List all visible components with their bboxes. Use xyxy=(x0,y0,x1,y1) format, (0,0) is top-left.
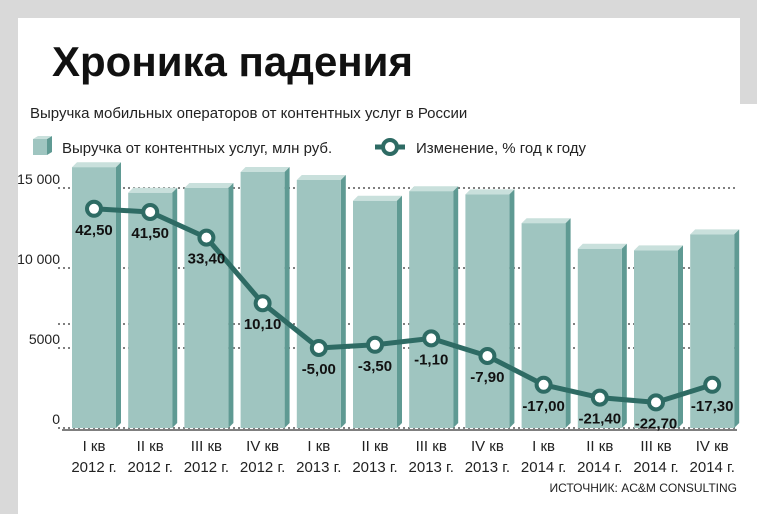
legend-bar-label: Выручка от контентных услуг, млн руб. xyxy=(62,140,332,157)
x-tick-label-quarter: IV кв xyxy=(696,438,729,455)
change-data-label: -22,70 xyxy=(635,415,678,432)
legend-bar-swatch xyxy=(33,136,52,155)
bar-side xyxy=(340,175,346,428)
bar xyxy=(128,192,173,428)
bar-top xyxy=(634,245,683,251)
x-tick-label-year: 2012 г. xyxy=(71,459,116,476)
chart-subtitle: Выручка мобильных операторов от контентн… xyxy=(30,105,467,122)
title-bg xyxy=(18,18,740,98)
bar xyxy=(690,234,735,428)
x-tick-label-quarter: I кв xyxy=(307,438,330,455)
x-tick-label-quarter: I кв xyxy=(532,438,555,455)
change-data-label: -17,00 xyxy=(522,398,565,415)
y-tick-label: 15 000 xyxy=(17,171,60,187)
x-tick-label-year: 2014 г. xyxy=(577,459,622,476)
x-tick-label-quarter: I кв xyxy=(83,438,106,455)
legend-line-swatch xyxy=(375,138,405,156)
bar xyxy=(184,188,229,428)
bar xyxy=(465,194,510,428)
legend-line-label: Изменение, % год к году xyxy=(416,140,586,157)
change-point xyxy=(534,375,553,394)
change-data-label: -5,00 xyxy=(302,361,336,378)
x-tick-label-year: 2014 г. xyxy=(521,459,566,476)
change-point xyxy=(141,203,160,221)
x-tick-label-quarter: IV кв xyxy=(246,438,279,455)
x-tick-label-quarter: III кв xyxy=(416,438,447,455)
change-data-label: -3,50 xyxy=(358,358,392,375)
y-tick-label: 0 xyxy=(52,411,60,427)
change-point xyxy=(85,199,103,218)
y-tick-label: 10 000 xyxy=(17,251,60,267)
bar-side xyxy=(284,167,290,428)
bar-top xyxy=(521,218,571,224)
bar-side xyxy=(228,183,234,428)
change-point xyxy=(253,294,272,313)
change-data-label: -21,40 xyxy=(579,411,622,428)
change-point xyxy=(703,375,722,394)
change-point xyxy=(197,228,216,247)
bar-top xyxy=(353,195,402,201)
source-note: ИСТОЧНИК: AC&M CONSULTING xyxy=(550,481,738,495)
x-tick-label-year: 2012 г. xyxy=(240,459,285,476)
bar-top xyxy=(240,167,290,172)
legend: Выручка от контентных услуг, млн руб. Из… xyxy=(33,136,586,157)
x-tick-label-year: 2014 г. xyxy=(690,459,735,476)
change-data-label: 33,40 xyxy=(188,251,226,268)
x-tick-label-year: 2012 г. xyxy=(128,459,173,476)
bar-top xyxy=(296,175,346,180)
change-data-label: -7,90 xyxy=(470,369,504,386)
bar-top xyxy=(409,186,459,192)
y-tick-label: 5000 xyxy=(29,331,60,347)
x-tick-label-quarter: II кв xyxy=(586,438,613,455)
x-tick-label-quarter: II кв xyxy=(137,438,164,455)
change-data-label: 10,10 xyxy=(244,316,282,333)
chart-title: Хроника падения xyxy=(52,38,413,85)
bar-side xyxy=(509,189,515,428)
bar-side xyxy=(397,195,402,428)
x-tick-label-year: 2013 г. xyxy=(296,459,341,476)
change-point xyxy=(590,388,609,407)
bar-top xyxy=(465,189,515,195)
bar-top xyxy=(577,243,627,249)
change-line xyxy=(93,206,713,405)
bar-side xyxy=(678,245,683,428)
change-data-label: -17,30 xyxy=(691,398,734,415)
bar xyxy=(353,200,397,428)
x-tick-label-year: 2013 г. xyxy=(409,459,454,476)
bar-top xyxy=(184,183,234,188)
change-data-label: 41,50 xyxy=(131,225,169,242)
bar-side xyxy=(453,186,459,428)
x-tick-label-quarter: III кв xyxy=(191,438,222,455)
change-point xyxy=(422,329,441,348)
x-tick-label-quarter: II кв xyxy=(361,438,388,455)
bar-top xyxy=(72,162,121,168)
bar-top xyxy=(128,187,178,193)
x-tick-label-year: 2013 г. xyxy=(352,459,397,476)
change-point xyxy=(478,347,497,365)
x-tick-label-year: 2013 г. xyxy=(465,459,510,476)
change-point xyxy=(366,335,384,354)
bar xyxy=(409,191,454,428)
bar-side xyxy=(172,187,178,428)
change-data-label: 42,50 xyxy=(75,222,113,239)
bar-side xyxy=(734,229,740,428)
x-tick-label-year: 2012 г. xyxy=(184,459,229,476)
x-tick-label-year: 2014 г. xyxy=(633,459,678,476)
bar-side xyxy=(565,218,571,428)
bar-side xyxy=(621,243,627,428)
bar-side xyxy=(116,162,121,428)
bar xyxy=(521,223,566,428)
change-data-label: -1,10 xyxy=(414,351,448,368)
x-tick-label-quarter: III кв xyxy=(640,438,671,455)
bar-top xyxy=(690,229,740,235)
change-point xyxy=(309,339,328,357)
plot-area: 0 5000 10 000 15 000 I кв 2012 г. II кв 2012 г.… xyxy=(17,162,740,476)
change-point xyxy=(647,393,665,412)
bar xyxy=(296,180,341,428)
x-tick-label-quarter: IV кв xyxy=(471,438,504,455)
